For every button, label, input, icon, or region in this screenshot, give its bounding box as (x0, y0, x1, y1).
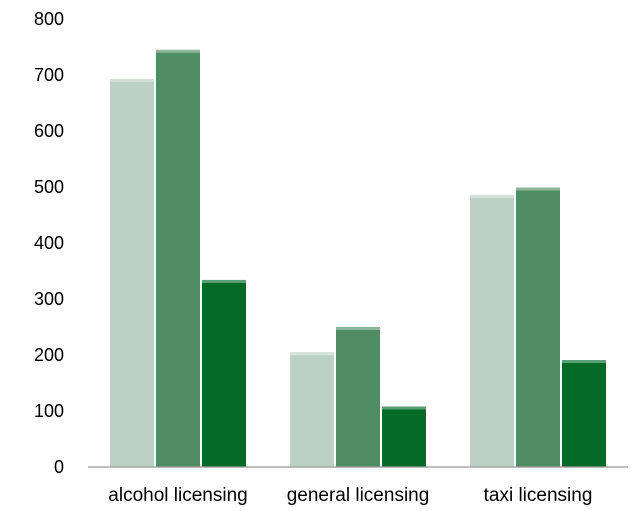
bar (290, 352, 334, 467)
bar-highlight (516, 187, 560, 191)
bars (110, 49, 606, 468)
x-category-label: taxi licensing (484, 485, 593, 506)
x-category-label: alcohol licensing (108, 485, 247, 506)
x-axis-labels: alcohol licensing general licensing taxi l… (108, 485, 592, 506)
bar (336, 327, 380, 467)
bar-highlight (470, 194, 514, 198)
x-category-label: general licensing (287, 485, 430, 506)
bar-highlight (382, 406, 426, 410)
y-tick-label: 800 (34, 9, 64, 29)
bar-highlight (202, 279, 246, 283)
bar (202, 279, 246, 467)
bar (470, 194, 514, 467)
y-tick-label: 300 (34, 289, 64, 309)
bar (562, 360, 606, 467)
y-tick-label: 200 (34, 345, 64, 365)
bar-highlight (156, 49, 200, 53)
y-tick-label: 600 (34, 121, 64, 141)
y-tick-label: 500 (34, 177, 64, 197)
bar (516, 187, 560, 467)
y-axis-labels: 0 100 200 300 400 500 600 700 800 (34, 9, 64, 477)
bar-highlight (110, 78, 154, 82)
bar-highlight (336, 327, 380, 330)
y-tick-label: 700 (34, 65, 64, 85)
bar-highlight (562, 360, 606, 364)
bar (156, 49, 200, 468)
bar (382, 406, 426, 467)
bar-highlight (290, 352, 334, 356)
y-tick-label: 0 (54, 457, 64, 477)
y-tick-label: 400 (34, 233, 64, 253)
y-tick-label: 100 (34, 401, 64, 421)
bar (110, 78, 154, 468)
